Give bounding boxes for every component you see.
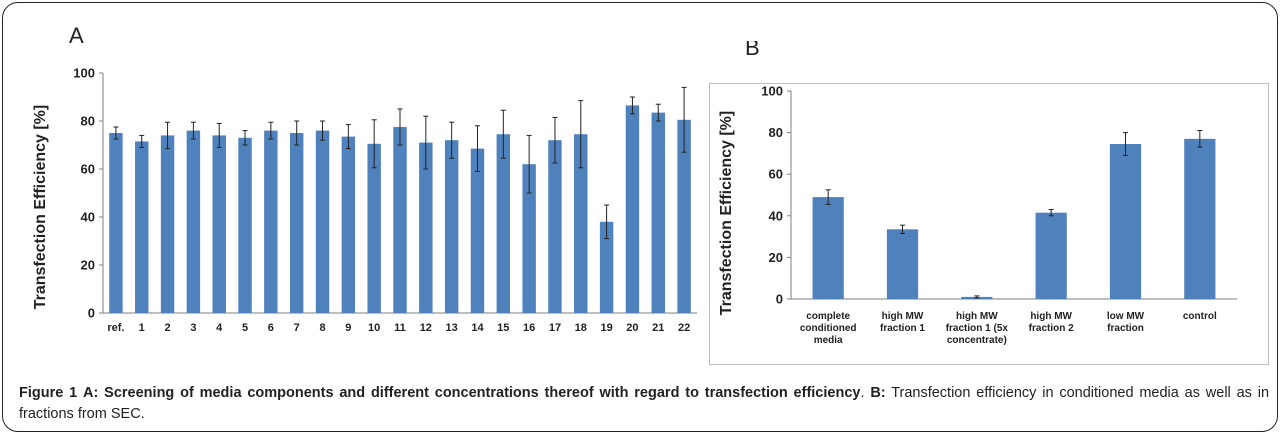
x-tick-label: complete conditioned media: [800, 311, 857, 346]
x-tick-label: 16: [523, 322, 535, 334]
plot-area-b: 0 20 40 60 80 100 complete conditioned media high…: [761, 84, 1237, 346]
x-tick-label: 13: [446, 322, 458, 334]
x-tick-label: control: [1183, 311, 1217, 322]
bar: [444, 140, 459, 313]
bar: [367, 143, 381, 313]
x-tick-label: 10: [368, 322, 380, 334]
bar: [812, 197, 844, 299]
bar: [186, 130, 201, 313]
y-axis-label-a: Transfection Efficiency [%]: [32, 105, 49, 310]
bar: [1035, 212, 1067, 299]
bar: [677, 119, 691, 313]
x-tick-label: 14: [471, 322, 484, 334]
bar: [264, 130, 278, 313]
y-tick-label: 60: [769, 167, 783, 182]
bar: [135, 141, 149, 313]
x-tick-label: high MW fraction 1: [880, 311, 925, 334]
chart-b: B Transfection Efficiency [%] 0 20 40 60 80 1…: [718, 41, 1237, 346]
bar: [419, 142, 433, 313]
bar: [886, 229, 919, 299]
bar: [1109, 144, 1142, 299]
x-tick-label: 4: [216, 322, 223, 334]
caption-a-label: A:: [83, 385, 99, 401]
bar: [341, 136, 356, 313]
y-tick-label: 0: [776, 292, 783, 307]
bar: [289, 133, 304, 313]
x-tick-label: high MW fraction 1 (5x concentrate): [946, 311, 1009, 346]
bar: [548, 140, 562, 313]
y-tick-label: 100: [761, 84, 783, 99]
caption-b-text: Transfection efficiency in conditioned m…: [19, 385, 1270, 422]
bar: [1184, 138, 1216, 299]
x-tick-label: 12: [420, 322, 432, 334]
x-tick-label: 9: [345, 322, 351, 334]
y-tick-label: 100: [73, 66, 95, 81]
panel-label-a: A: [69, 23, 84, 48]
x-tick-label: 7: [294, 322, 300, 334]
y-tick-label: 20: [81, 258, 95, 273]
bar: [651, 112, 665, 313]
x-tick-label: 19: [600, 322, 612, 334]
bar: [522, 164, 536, 313]
bar: [470, 148, 485, 313]
bar: [238, 137, 252, 313]
caption-b-label: B:: [870, 385, 886, 401]
y-tick-label: 60: [81, 162, 95, 177]
y-tick-label: 0: [88, 306, 95, 321]
x-tick-label: ref.: [107, 322, 124, 334]
x-tick-label: 8: [319, 322, 325, 334]
x-tick-label: 6: [268, 322, 274, 334]
chart-a: A Transfection Efficiency [%] 0 20 40 60 80 1…: [32, 23, 697, 334]
y-tick-label: 80: [81, 114, 95, 129]
x-tick-label: 15: [497, 322, 509, 334]
y-tick-label: 40: [81, 210, 95, 225]
bar: [160, 135, 175, 313]
bar: [109, 133, 123, 313]
bar: [315, 130, 330, 313]
caption-a-text: Screening of media components and differ…: [104, 385, 861, 401]
bar: [625, 105, 640, 314]
x-tick-label: 1: [139, 322, 145, 334]
bar: [212, 135, 226, 313]
x-tick-label: 3: [190, 322, 196, 334]
x-tick-label: high MW fraction 2: [1029, 311, 1074, 334]
x-tick-label: 5: [242, 322, 248, 334]
bar: [599, 221, 614, 313]
panel-label-b: B: [745, 41, 760, 60]
x-tick-label: 22: [678, 322, 690, 334]
caption-figure-label: Figure 1: [19, 385, 78, 401]
x-tick-label: low MW fraction: [1107, 311, 1145, 334]
y-axis-label-b: Transfection Efficiency [%]: [718, 111, 735, 316]
x-tick-label: 17: [549, 322, 561, 334]
bar: [393, 127, 407, 313]
x-tick-label: 20: [626, 322, 638, 334]
y-tick-label: 20: [769, 250, 783, 265]
figure-caption: Figure 1 A: Screening of media component…: [19, 385, 1270, 422]
chart-b-border: [709, 83, 1269, 365]
bar: [496, 134, 511, 313]
x-tick-label: 21: [652, 322, 664, 334]
bar: [574, 134, 588, 313]
y-tick-label: 40: [769, 208, 783, 223]
x-tick-label: 18: [575, 322, 587, 334]
y-tick-label: 80: [769, 125, 783, 140]
x-tick-label: 2: [165, 322, 171, 334]
x-tick-label: 11: [394, 322, 406, 334]
